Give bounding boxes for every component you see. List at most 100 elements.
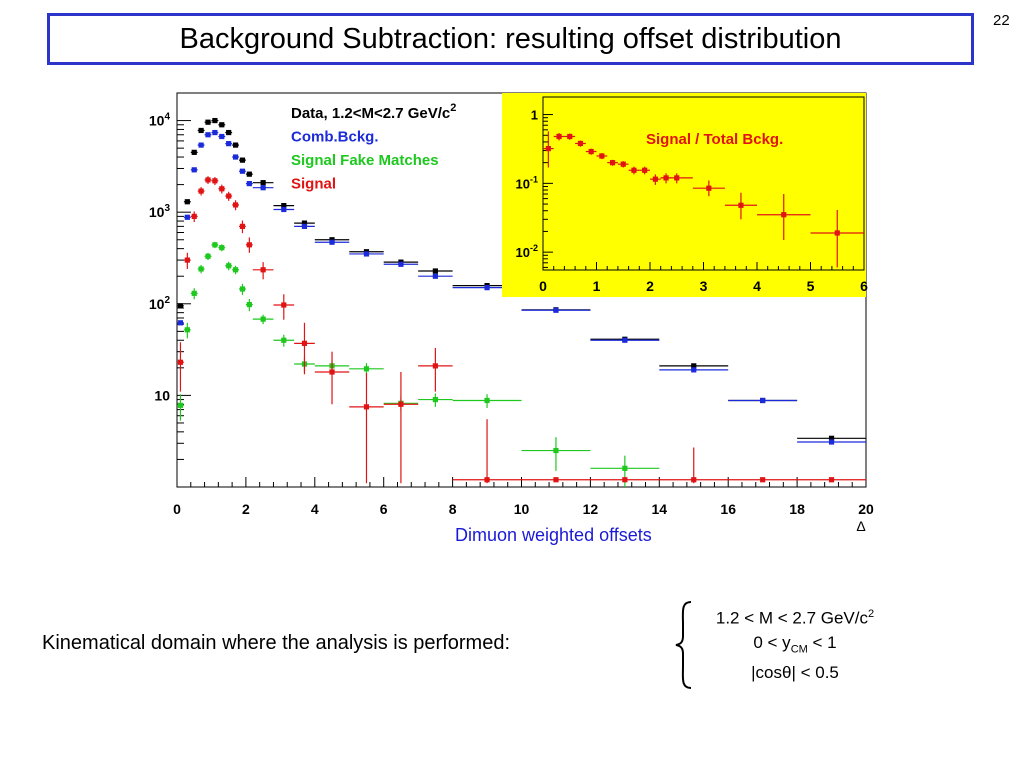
data-point: [212, 129, 218, 136]
data-point: [652, 176, 658, 182]
data-point: [622, 337, 628, 343]
x-tick-label: 2: [242, 501, 250, 517]
page-number: 22: [993, 12, 1010, 29]
data-point: [281, 202, 287, 209]
data-point: [484, 477, 490, 483]
data-point: [834, 230, 840, 236]
data-point: [239, 286, 246, 292]
series-signal: [177, 176, 866, 484]
data-point: [588, 148, 594, 155]
data-point: [363, 251, 370, 257]
series-comb-bckg-: [177, 129, 866, 445]
rapidity-condition: 0 < yCM < 1: [753, 632, 837, 656]
data-point: [205, 119, 211, 125]
data-point: [219, 186, 225, 192]
data-point: [828, 435, 835, 441]
data-point: [281, 302, 287, 308]
inset-x-tick-label: 5: [807, 278, 815, 294]
data-point: [246, 301, 252, 308]
x-tick-label: 20: [858, 501, 874, 517]
data-point: [212, 178, 218, 184]
data-point: [760, 477, 766, 483]
data-point: [556, 133, 562, 140]
x-tick-label: 4: [311, 501, 319, 517]
data-point: [205, 132, 211, 138]
data-point: [212, 117, 218, 124]
x-tick-label: 12: [583, 501, 599, 517]
data-point: [567, 133, 573, 140]
data-point: [301, 223, 308, 229]
slide-title-box: Background Subtraction: resulting offset…: [47, 13, 974, 65]
data-point: [232, 267, 239, 273]
inset-x-tick-label: 4: [753, 278, 761, 294]
x-tick-label: 6: [380, 501, 388, 517]
data-point: [691, 477, 697, 483]
data-point: [281, 206, 287, 213]
data-point: [622, 477, 628, 483]
data-point: [226, 193, 232, 199]
data-point: [674, 175, 680, 181]
data-point: [198, 188, 204, 194]
data-point: [398, 401, 404, 407]
data-point: [691, 363, 697, 369]
legend-entry: Signal Fake Matches: [291, 152, 439, 169]
data-point: [622, 465, 628, 471]
data-point: [212, 242, 218, 248]
y-tick-label: 104: [149, 112, 171, 129]
slide-title: Background Subtraction: resulting offset…: [179, 22, 842, 55]
data-point: [553, 307, 559, 313]
data-point: [205, 177, 211, 183]
data-point: [329, 369, 335, 375]
data-point: [191, 149, 197, 155]
inset-x-tick-label: 2: [646, 278, 654, 294]
data-point: [232, 154, 239, 160]
data-point: [577, 140, 584, 147]
data-point: [198, 142, 204, 148]
curly-brace-icon: [675, 601, 692, 689]
data-point: [642, 167, 648, 173]
data-point: [260, 316, 266, 322]
data-point: [239, 157, 246, 163]
data-point: [232, 202, 239, 208]
kinematic-conditions: 1.2 < M < 2.7 GeV/c2 0 < yCM < 1 |cosθ| …: [700, 602, 890, 685]
data-point: [239, 223, 246, 229]
data-point: [620, 161, 626, 167]
kinematic-domain-label: Kinematical domain where the analysis is…: [42, 632, 510, 654]
data-point: [184, 327, 190, 333]
data-point: [260, 185, 266, 191]
inset-chart: 0 1 2 3 4 5 6 1 10-1 10-2 Signal / Total Bckg.: [502, 93, 868, 297]
x-axis-caption: Dimuon weighted offsets: [455, 525, 652, 545]
data-point: [553, 477, 559, 483]
y-tick-label: 102: [149, 295, 171, 312]
data-point: [226, 129, 232, 136]
data-point: [219, 133, 225, 140]
data-point: [363, 366, 370, 372]
data-point: [545, 146, 551, 152]
data-point: [329, 239, 335, 245]
x-tick-label: 0: [173, 501, 181, 517]
data-point: [246, 171, 252, 177]
inset-x-tick-label: 3: [700, 278, 708, 294]
data-point: [691, 367, 697, 373]
data-point: [432, 363, 438, 369]
inset-y-tick-label: 10-1: [516, 174, 538, 191]
inset-background: [502, 93, 866, 297]
data-point: [177, 402, 184, 408]
inset-y-tick-label: 1: [531, 108, 538, 123]
data-point: [260, 267, 266, 273]
data-point: [631, 167, 637, 173]
inset-y-tick-label: 10-2: [516, 243, 538, 260]
data-point: [432, 273, 438, 279]
inset-x-tick-label: 0: [539, 278, 547, 294]
data-point: [484, 397, 490, 404]
data-point: [828, 439, 835, 445]
data-point: [184, 257, 190, 263]
x-tick-label: 8: [449, 501, 457, 517]
data-point: [432, 396, 438, 403]
data-point: [246, 181, 252, 187]
data-point: [239, 168, 246, 174]
data-point: [184, 199, 190, 205]
data-point: [191, 290, 197, 296]
data-point: [301, 220, 308, 226]
